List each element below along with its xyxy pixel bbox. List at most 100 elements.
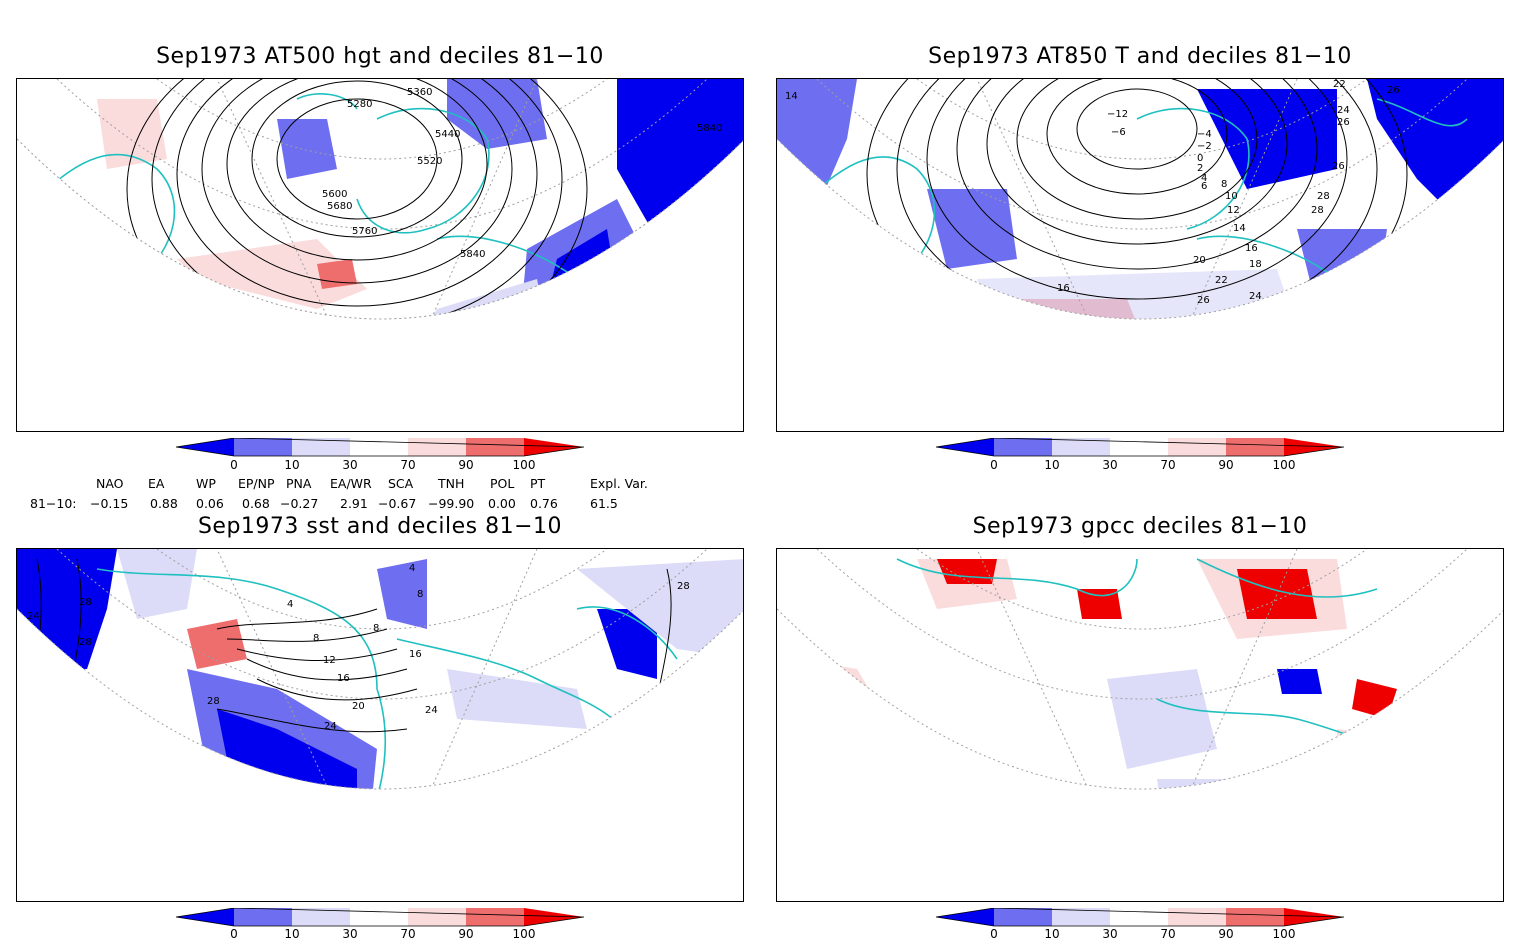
colorbar-segment [1226,438,1284,456]
panel-title-sst: Sep1973 sst and deciles 81−10 [197,514,563,539]
index-value: 0.76 [530,496,558,511]
colorbar-segment [350,908,408,926]
index-header: PNA [286,476,312,491]
index-value: −0.15 [90,496,129,511]
contour-label: 5360 [407,87,432,98]
colorbar-segment [1168,438,1226,456]
indices-value-row: 81−10: −0.15 0.88 0.06 0.68 −0.27 2.91 −… [30,496,730,516]
contour-label: 16 [409,649,422,660]
contour-label: 20 [1193,255,1206,266]
index-value: 0.68 [242,496,270,511]
colorbar-hgt500: 0 10 30 70 90 100 [175,437,596,478]
index-header: EP/NP [238,476,275,491]
panel-title-hgt500: Sep1973 AT500 hgt and deciles 81−10 [156,44,604,69]
panel-title-t850: Sep1973 AT850 T and deciles 81−10 [928,44,1352,69]
index-value: 2.91 [340,496,368,511]
colorbar-tick-label: 70 [400,458,415,472]
contour-label: 28 [207,696,220,707]
colorbar-tick-label: 30 [342,927,357,940]
colorbar-segment [408,438,466,456]
colorbar-segment [1226,908,1284,926]
teleconnection-indices: NAO EA WP EP/NP PNA EA/WR SCA TNH POL PT… [30,476,730,516]
index-value: 0.00 [488,496,516,511]
colorbar-segment [994,438,1052,456]
map-panel-t850: 14 16 18 16 16 16 18 20 22 24 26 28 24 2… [776,78,1504,432]
contour-label: 0 [1197,153,1203,164]
contour-label: −2 [1197,141,1212,152]
colorbar-segment [408,908,466,926]
colorbar-segment [1052,438,1110,456]
index-header: EA [148,476,165,491]
index-header: EA/WR [330,476,372,491]
colorbar-tick-label: 10 [284,458,299,472]
colorbar-tick-label: 90 [458,458,473,472]
colorbar-segment [1110,908,1168,926]
anomaly-pink [177,239,367,309]
index-header: SCA [388,476,414,491]
map-hgt500: 5280 5360 5440 5520 5600 5680 5760 5840 … [17,79,743,431]
colorbar-arrow-high [524,438,584,456]
colorbar-tick-label: 100 [513,927,536,940]
contour-label: 4 [409,563,415,574]
colorbar-segment [1052,908,1110,926]
colorbar-tick-label: 10 [284,927,299,940]
colorbar-tick-label: 70 [1160,927,1175,940]
contour-label: 5440 [435,129,460,140]
contour-label: 24 [425,705,438,716]
index-value: −0.27 [280,496,319,511]
contour-label: 16 [1245,243,1258,254]
colorbar-arrow-low [936,908,994,926]
panel-title-gpcc: Sep1973 gpcc deciles 81−10 [972,514,1308,539]
colorbar-tick-label: 100 [1273,458,1296,472]
colorbar-segment [466,908,524,926]
hemisphere-mask [777,139,1503,431]
colorbar-tick-label: 90 [1218,927,1233,940]
colorbar-svg: 0 10 30 70 90 100 [935,437,1345,472]
map-panel-gpcc [776,548,1504,902]
colorbar-tick-label: 30 [342,458,357,472]
contour-label: 26 [1197,295,1210,306]
colorbar-arrow-high [524,908,584,926]
contour-label: 10 [1225,191,1238,202]
contour-label: 14 [785,91,798,102]
contour-label: 16 [1057,283,1070,294]
contour-label: 2 [1197,163,1203,174]
colorbar-tick-label: 0 [990,927,998,940]
contour-label: 8 [373,623,379,634]
contour-label: 5840 [697,123,722,134]
contour-label: 18 [1249,259,1262,270]
map-panel-sst: 24 28 28 4 8 8 12 16 20 24 28 24 28 16 4… [16,548,744,902]
colorbar-tick-label: 0 [990,458,998,472]
contour-label: 26 [1332,161,1345,172]
contour-label: 28 [1317,191,1330,202]
map-t850: 14 16 18 16 16 16 18 20 22 24 26 28 24 2… [777,79,1503,431]
hemisphere-mask [17,139,743,431]
colorbar-sst: 0 10 30 70 90 100 [175,907,596,944]
indices-header-row: NAO EA WP EP/NP PNA EA/WR SCA TNH POL PT… [30,476,730,496]
contour-label: 4 [287,599,293,610]
index-header: Expl. Var. [590,476,648,491]
contour-label: 12 [323,655,336,666]
hemisphere-mask [777,609,1503,901]
colorbar-tick-label: 30 [1102,927,1117,940]
colorbar-segment [350,438,408,456]
colorbar-segment [1168,908,1226,926]
colorbar-segment [292,908,350,926]
colorbar-segment [466,438,524,456]
colorbar-tick-label: 90 [1218,458,1233,472]
contour-label: −6 [1111,127,1126,138]
contour-label: 5280 [347,99,372,110]
colorbar-svg: 0 10 30 70 90 100 [175,437,585,472]
colorbar-arrow-low [936,438,994,456]
contour-label: −4 [1197,129,1212,140]
colorbar-tick-label: 0 [230,927,238,940]
contour-label: 8 [417,589,423,600]
colorbar-tick-label: 0 [230,458,238,472]
index-value: −0.67 [378,496,417,511]
colorbar-segment [292,438,350,456]
colorbar-gpcc: 0 10 30 70 90 100 [935,907,1356,944]
colorbar-tick-label: 30 [1102,458,1117,472]
contour-label: 12 [1227,205,1240,216]
colorbar-t850: 0 10 30 70 90 100 [935,437,1356,478]
contour-label: 5840 [460,249,485,260]
